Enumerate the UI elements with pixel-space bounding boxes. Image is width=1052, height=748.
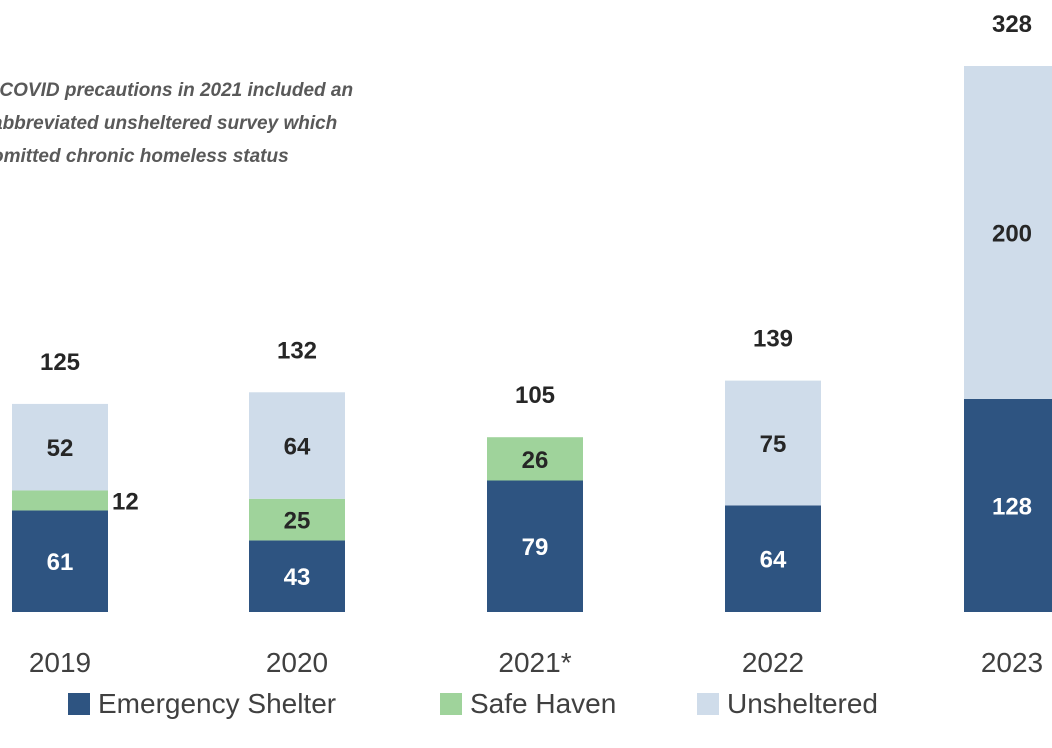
- legend-swatch-safe-haven: [440, 693, 462, 715]
- data-label: 25: [284, 508, 311, 535]
- x-tick-label: 2019: [29, 647, 91, 678]
- data-label: 64: [284, 434, 311, 461]
- bar-segment: [249, 392, 345, 499]
- legend-label: Safe Haven: [470, 688, 617, 719]
- legend-swatch-emergency-shelter: [68, 693, 90, 715]
- data-label: 64: [760, 547, 787, 574]
- total-label: 105: [515, 382, 555, 409]
- bar-segment: [249, 498, 345, 541]
- total-label: 328: [992, 11, 1032, 38]
- footnote-line: *COVID precautions in 2021 included an: [0, 80, 354, 101]
- x-tick-label: 2021*: [498, 647, 571, 678]
- x-tick-label: 2022: [742, 647, 804, 678]
- total-label: 132: [277, 337, 317, 364]
- x-tick-label: 2020: [266, 647, 328, 678]
- bar-segment: [487, 480, 583, 612]
- bar-segment: [249, 540, 345, 612]
- bar-segment: [964, 398, 1052, 612]
- data-label: 79: [522, 534, 549, 561]
- bar-segment: [725, 380, 821, 506]
- data-label: 61: [47, 549, 74, 576]
- total-label: 125: [40, 349, 80, 376]
- legend-item-emergency-shelter: Emergency Shelter: [68, 688, 336, 720]
- legend-item-safe-haven: Safe Haven: [440, 688, 616, 720]
- data-label: 43: [284, 564, 311, 591]
- total-label: 139: [753, 326, 793, 353]
- bar-segment: [487, 437, 583, 481]
- chart-legend: Emergency Shelter Safe Haven Unsheltered: [0, 688, 1052, 728]
- bar-segment: [12, 510, 108, 612]
- x-tick-label: 2023: [981, 647, 1043, 678]
- bar-segment: [12, 490, 108, 511]
- covid-footnote: *COVID precautions in 2021 included an a…: [0, 74, 412, 173]
- data-label: 52: [47, 435, 74, 462]
- data-label: 128: [992, 493, 1032, 520]
- legend-label: Unsheltered: [727, 688, 878, 719]
- footnote-line: omitted chronic homeless status: [0, 146, 289, 167]
- data-label: 75: [760, 431, 787, 458]
- legend-label: Emergency Shelter: [98, 688, 337, 719]
- data-label: 26: [522, 447, 549, 474]
- bar-segment: [725, 505, 821, 612]
- data-label: 200: [992, 220, 1032, 247]
- data-label: 12: [112, 488, 139, 515]
- bar-segment: [12, 403, 108, 491]
- footnote-line: abbreviated unsheltered survey which: [0, 113, 338, 134]
- bar-segment: [964, 66, 1052, 399]
- legend-item-unsheltered: Unsheltered: [697, 688, 878, 720]
- legend-swatch-unsheltered: [697, 693, 719, 715]
